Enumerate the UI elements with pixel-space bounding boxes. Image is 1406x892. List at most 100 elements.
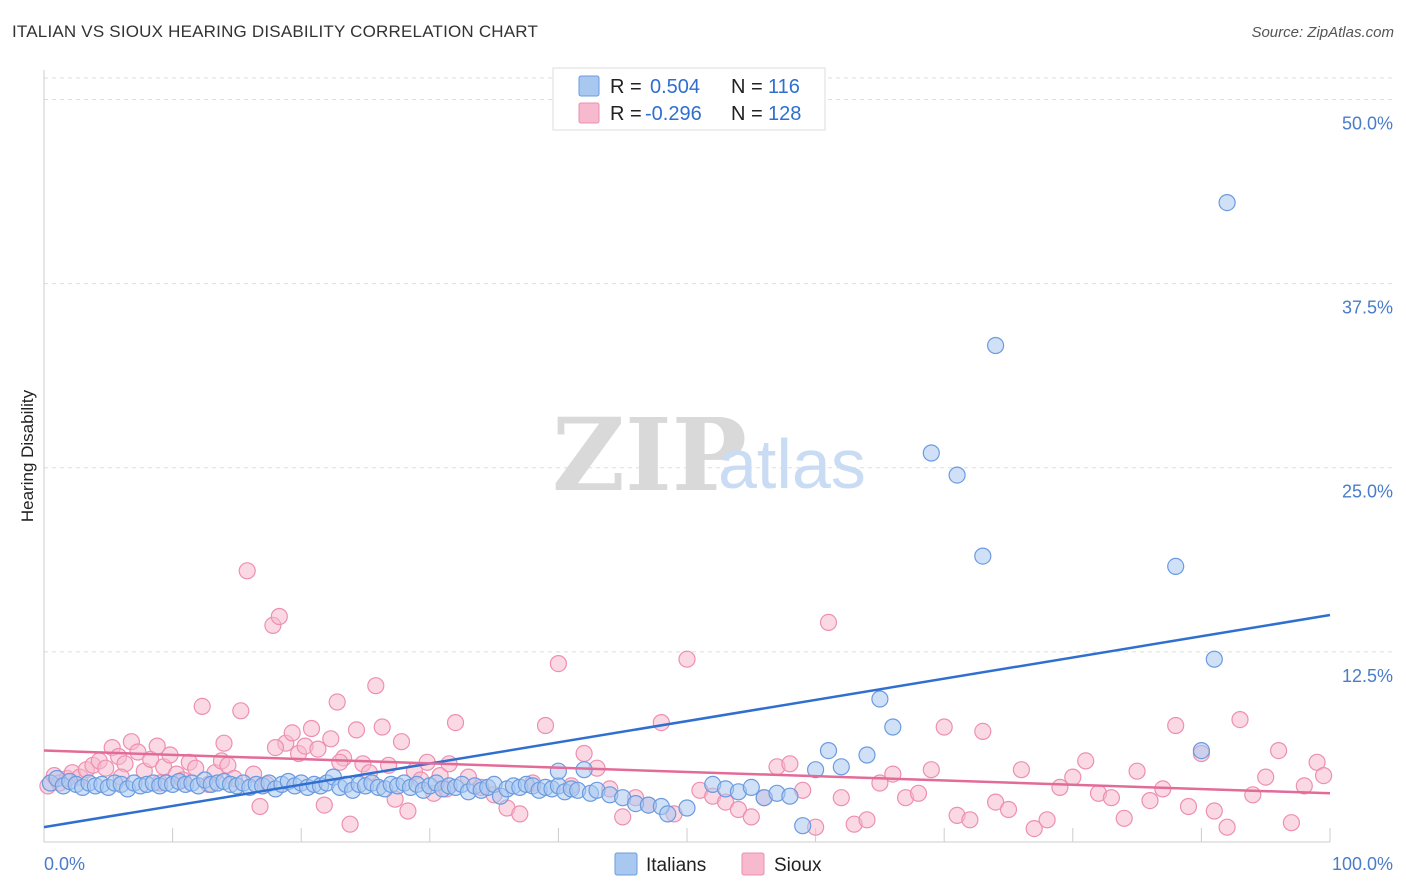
italians-trend-line xyxy=(43,613,1331,829)
sioux-point xyxy=(399,802,417,820)
sioux-point xyxy=(1141,791,1159,810)
sioux-point xyxy=(129,743,147,761)
y-tick-labels: 12.5% 25.0% 37.5% 50.0% xyxy=(1342,113,1393,685)
legend-r-value-italians: 0.504 xyxy=(650,76,700,98)
sioux-point xyxy=(367,677,385,695)
bottom-legend-italians: Italians xyxy=(646,855,706,876)
sioux-point xyxy=(935,718,953,736)
sioux-point xyxy=(614,808,632,826)
sioux-point xyxy=(974,722,992,741)
sioux-point xyxy=(331,753,349,771)
sioux-point xyxy=(347,721,366,739)
trend-lines xyxy=(43,613,1331,829)
italians-point xyxy=(1205,650,1223,668)
chart-source: Source: ZipAtlas.com xyxy=(1251,24,1394,41)
sioux-point xyxy=(97,759,115,777)
legend-n-label-sioux: N = xyxy=(731,103,763,125)
sioux-point xyxy=(315,796,333,814)
italians-point xyxy=(806,761,825,779)
bottom-legend: Italians Sioux xyxy=(614,852,822,876)
italians-point xyxy=(974,547,992,565)
sioux-point xyxy=(302,719,321,738)
sioux-point xyxy=(1012,761,1031,779)
x-tick-labels: 0.0% 100.0% xyxy=(44,854,1393,874)
legend-r-label-sioux: R = xyxy=(610,103,642,125)
sioux-point xyxy=(215,734,233,752)
sioux-point xyxy=(781,755,799,773)
italians-point xyxy=(819,741,838,760)
sioux-point xyxy=(922,761,940,779)
bottom-legend-swatch-italians xyxy=(614,852,638,876)
sioux-point xyxy=(1205,802,1223,820)
x-tick-label: 0.0% xyxy=(44,854,85,874)
sioux-point xyxy=(832,789,850,807)
sioux-point xyxy=(1257,768,1275,786)
sioux-point xyxy=(575,744,593,763)
sioux-point xyxy=(238,562,256,580)
sioux-point xyxy=(1102,789,1121,807)
sioux-point xyxy=(392,733,411,751)
sioux-point xyxy=(986,793,1005,811)
italians-point xyxy=(948,466,966,484)
sioux-point xyxy=(999,800,1018,819)
italians-point xyxy=(871,690,889,708)
sioux-point xyxy=(283,724,301,742)
sioux-point xyxy=(742,808,760,826)
sioux-point xyxy=(1128,762,1146,780)
sioux-point xyxy=(819,613,838,632)
watermark: ZIP atlas xyxy=(552,396,866,514)
y-tick-label: 50.0% xyxy=(1342,113,1393,133)
sioux-point xyxy=(266,738,285,757)
italians-point xyxy=(986,336,1005,355)
italians-point xyxy=(742,778,760,797)
watermark-zip: ZIP xyxy=(552,396,747,514)
sioux-point xyxy=(678,650,696,668)
sioux-point xyxy=(309,740,327,758)
sioux-point xyxy=(1115,809,1133,827)
sioux-point xyxy=(1269,741,1288,760)
x-tick-label: 100.0% xyxy=(1332,854,1393,874)
sioux-point xyxy=(341,815,359,833)
legend-r-value-sioux: -0.296 xyxy=(645,103,702,125)
italians-point xyxy=(922,444,940,462)
sioux-point xyxy=(1064,768,1082,786)
sioux-point xyxy=(536,716,555,735)
italians-point xyxy=(858,746,876,764)
sioux-point xyxy=(1038,811,1056,829)
italians-point xyxy=(794,817,812,835)
sioux-point xyxy=(322,730,340,748)
y-axis-label: Hearing Disability xyxy=(18,389,37,522)
chart-title: ITALIAN VS SIOUX HEARING DISABILITY CORR… xyxy=(12,22,539,41)
legend-swatch-sioux xyxy=(578,102,600,124)
sioux-point xyxy=(1051,778,1069,797)
italians-point xyxy=(1192,741,1211,760)
sioux-point xyxy=(1295,777,1313,795)
legend-n-value-italians: 116 xyxy=(768,76,800,98)
sioux-point xyxy=(1218,818,1236,836)
sioux-point xyxy=(328,693,346,711)
sioux-point xyxy=(1244,786,1262,804)
sioux-point xyxy=(1167,716,1185,735)
italians-point xyxy=(884,718,902,736)
legend-n-label-italians: N = xyxy=(731,76,763,98)
sioux-point xyxy=(652,713,670,732)
bottom-legend-swatch-sioux xyxy=(741,852,765,876)
sioux-point xyxy=(549,654,568,673)
sioux-trend-line xyxy=(43,749,1331,795)
italians-point xyxy=(659,805,677,823)
x-axis-ticks xyxy=(43,828,1331,842)
legend-swatch-italians xyxy=(578,75,600,97)
sioux-point xyxy=(961,811,979,829)
legend-n-value-sioux: 128 xyxy=(768,103,801,125)
sioux-point xyxy=(1025,819,1043,838)
y-tick-label: 25.0% xyxy=(1342,482,1393,502)
italians-point xyxy=(1218,194,1236,212)
italians-point xyxy=(549,762,568,780)
sioux-point xyxy=(373,718,391,736)
sioux-point xyxy=(232,702,250,720)
watermark-atlas: atlas xyxy=(718,425,866,503)
y-tick-label: 37.5% xyxy=(1342,298,1393,318)
italians-point xyxy=(781,787,799,805)
sioux-point xyxy=(251,797,269,816)
